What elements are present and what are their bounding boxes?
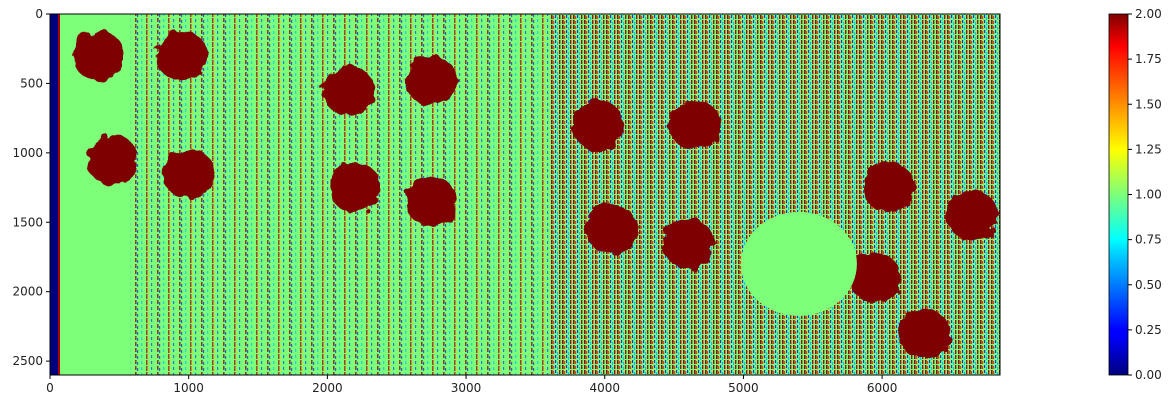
plot-frame [49, 13, 1001, 376]
x-tick-label: 4000 [589, 381, 620, 395]
colorbar-tick-label: 0.00 [1135, 368, 1162, 382]
colorbar [1108, 13, 1129, 376]
left-edge-red-line [58, 14, 60, 375]
y-tick-label: 1500 [12, 215, 43, 229]
blob-3 [86, 134, 139, 185]
uniform-region [740, 211, 857, 316]
colorbar-tick-label: 1.75 [1135, 52, 1162, 66]
y-tick-label: 500 [20, 76, 43, 90]
blob-8 [405, 176, 458, 227]
y-tick-label: 1000 [12, 146, 43, 160]
x-axis: 0 1000 2000 3000 4000 5000 6000 [46, 375, 897, 395]
colorbar-tick-label: 0.50 [1135, 278, 1162, 292]
blob-9 [571, 100, 624, 151]
y-tick-label: 0 [35, 7, 43, 21]
colorbar-axis: 0.00 0.25 0.50 0.75 1.00 1.25 1.50 1.75 2.00 [1128, 7, 1162, 382]
x-tick-label: 2000 [312, 381, 343, 395]
blob-4 [162, 148, 215, 199]
colorbar-tick-label: 1.00 [1135, 188, 1162, 202]
blob-11 [585, 204, 638, 255]
blob-7 [329, 162, 382, 213]
x-tick-label: 3000 [451, 381, 482, 395]
blob-14 [946, 190, 999, 241]
y-axis: 0 500 1000 1500 2000 2500 [12, 7, 50, 368]
x-tick-label: 1000 [173, 381, 204, 395]
blob-13 [863, 162, 916, 213]
blob-1 [72, 30, 125, 81]
y-tick-label: 2000 [12, 285, 43, 299]
blob-2 [155, 30, 208, 81]
blob-15 [849, 252, 902, 303]
colorbar-tick-label: 0.25 [1135, 323, 1162, 337]
blob-12 [661, 218, 714, 269]
uniform-region-shape [740, 211, 857, 316]
plot-area [50, 14, 1000, 375]
left-edge-band [50, 14, 58, 375]
blob-6 [405, 55, 458, 106]
colorbar-tick-label: 1.25 [1135, 142, 1162, 156]
blob-10 [668, 100, 721, 151]
blob-16 [897, 308, 950, 359]
blob-5 [322, 65, 375, 116]
x-tick-label: 5000 [728, 381, 759, 395]
colorbar-tick-label: 0.75 [1135, 233, 1162, 247]
colorbar-tick-label: 1.50 [1135, 97, 1162, 111]
x-tick-label: 0 [46, 381, 54, 395]
saturated-blobs [72, 30, 999, 359]
y-tick-label: 2500 [12, 354, 43, 368]
colorbar-tick-label: 2.00 [1135, 7, 1162, 21]
x-tick-label: 6000 [867, 381, 898, 395]
